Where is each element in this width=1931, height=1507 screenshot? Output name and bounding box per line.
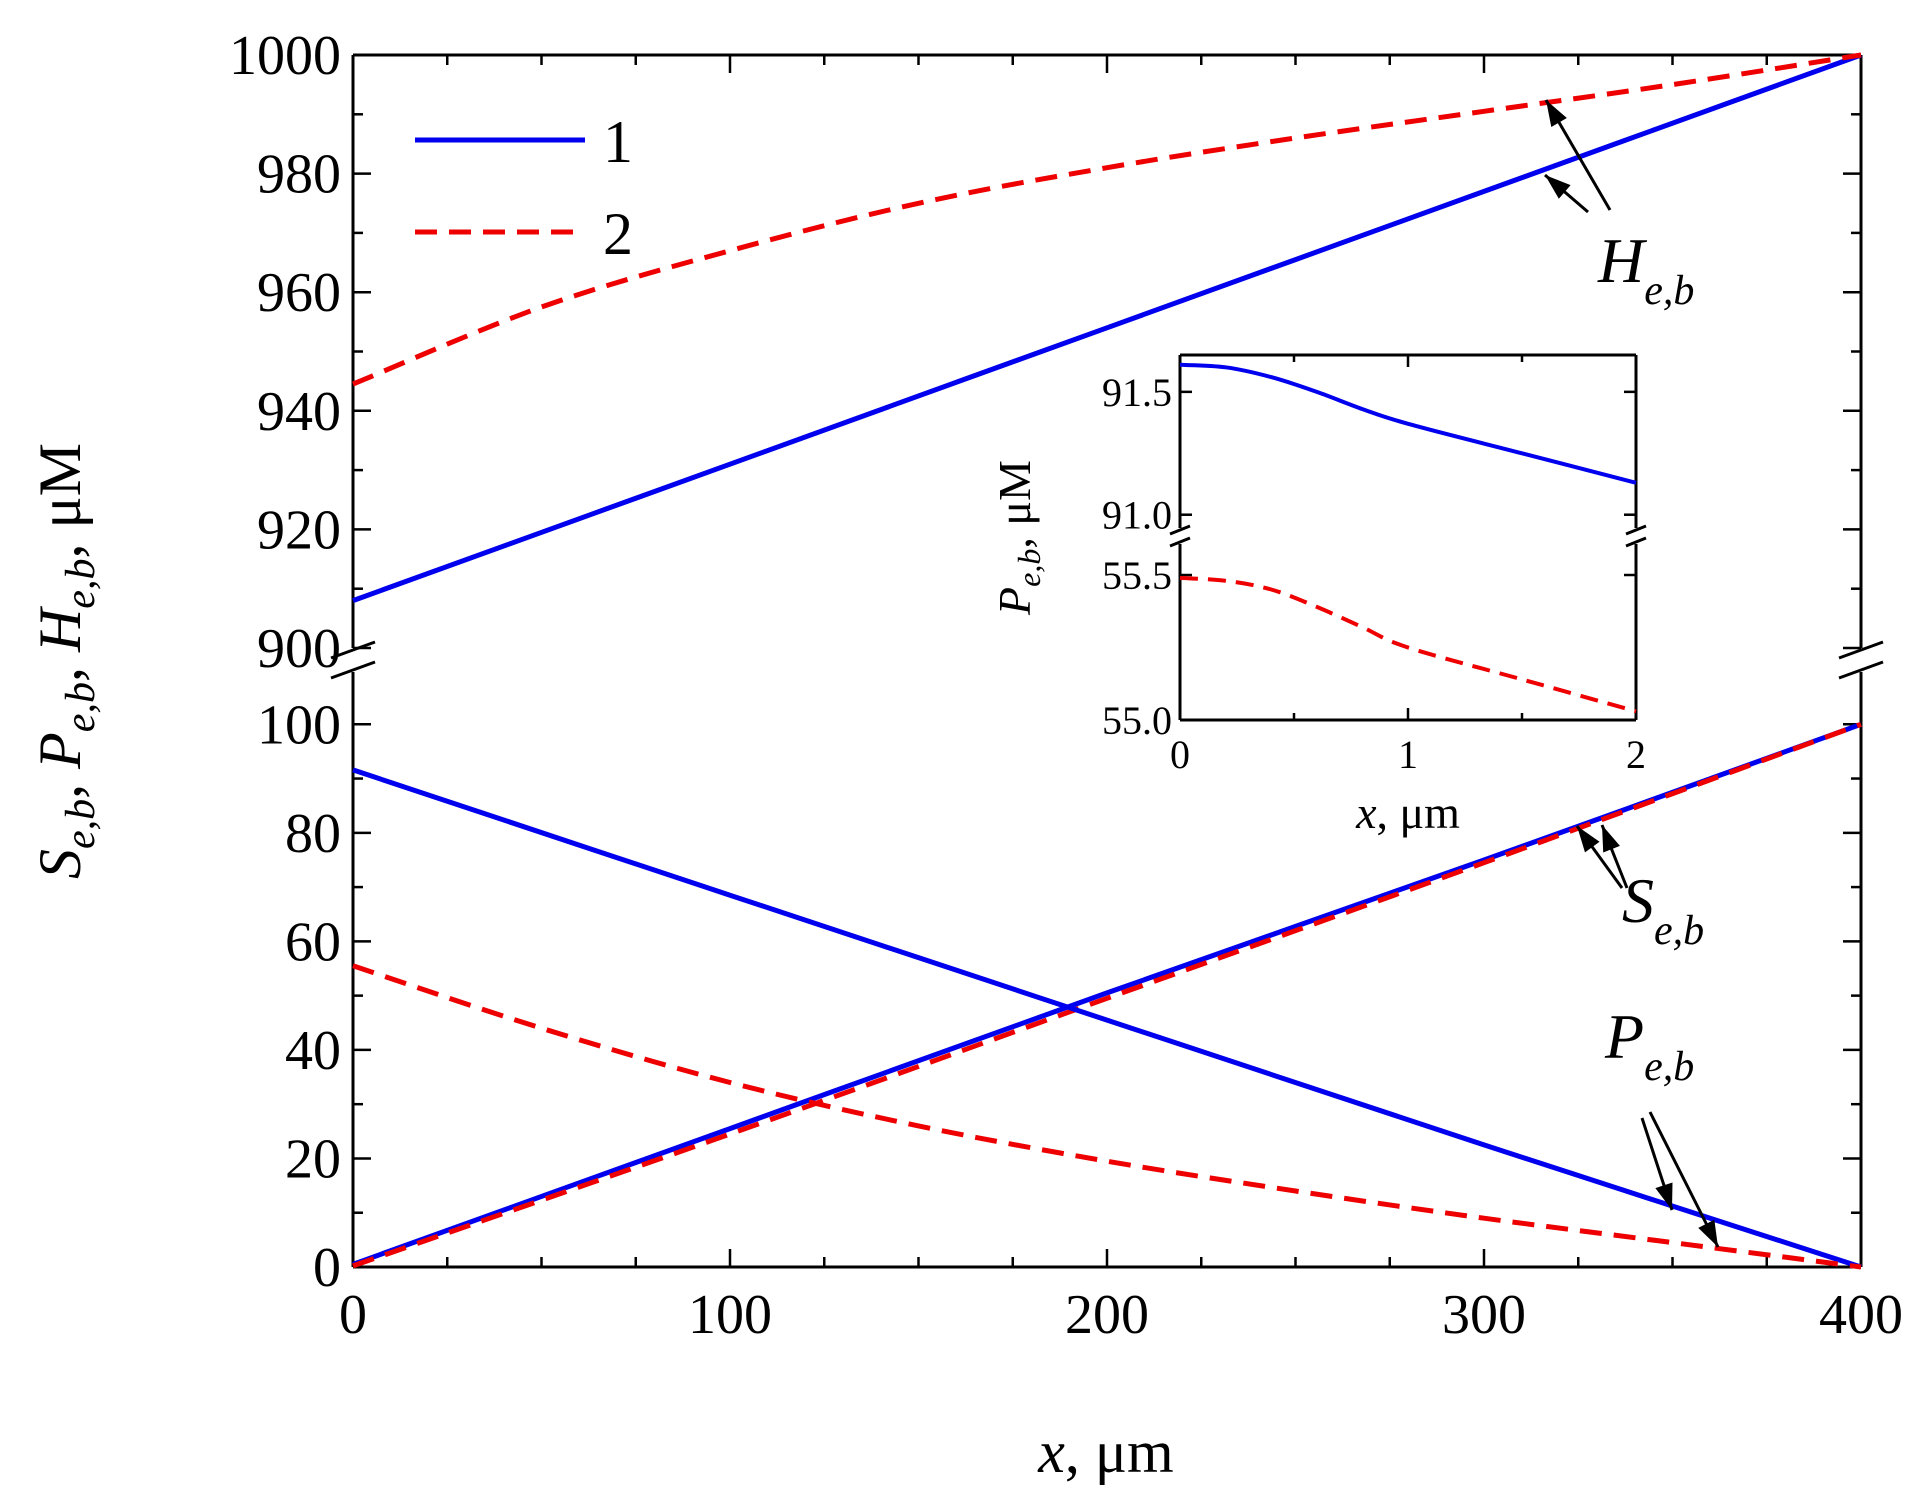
y-tick-label-lower: 0: [313, 1237, 341, 1299]
arrow-H-solid-head: [1545, 175, 1571, 199]
legend-label: 2: [603, 201, 633, 267]
x-axis-title: x, μm: [1037, 1419, 1173, 1485]
legend: 12: [415, 109, 633, 267]
y-tick-label-upper: 980: [257, 144, 341, 206]
inset-x-axis-title-var: x: [1355, 787, 1377, 838]
inset-y-tick-label-lower: 55.0: [1102, 698, 1172, 743]
y-tick-label-lower: 100: [257, 694, 341, 756]
annotation-S-sub: e,b: [1654, 908, 1704, 954]
inset-series-2-line: [1179, 575, 1637, 714]
inset-break-mark: [1625, 536, 1647, 548]
series-P-1-line: [352, 767, 1862, 1270]
annotation-H-main: H: [1597, 225, 1648, 296]
axis-break-mark: [330, 640, 376, 660]
annotation-S-main: S: [1622, 865, 1654, 936]
inset-y-tick-label-upper: 91.0: [1102, 493, 1172, 538]
y-axis-title-part: ,: [27, 769, 93, 799]
x-tick-label: 100: [688, 1284, 772, 1346]
y-axis-title-part: H: [27, 605, 93, 653]
y-tick-label-upper: 960: [257, 262, 341, 324]
annotation-S: Se,b: [1622, 865, 1704, 954]
inset-break-mark: [1169, 536, 1191, 548]
axis-break-mark: [1838, 660, 1884, 680]
inset-background: [1180, 355, 1636, 720]
y-axis-title-part: P: [27, 732, 93, 770]
axis-break-mark: [330, 660, 376, 680]
annotation-P-sub: e,b: [1644, 1044, 1694, 1090]
y-axis-title-part: S: [27, 849, 93, 879]
arrow-H-dashed-head: [1546, 100, 1567, 127]
y-axis-title: Se,b, Pe,b, He,b, μM: [27, 443, 104, 879]
annotation-P-main: P: [1604, 1001, 1644, 1072]
inset-y-axis-title-var: P: [989, 587, 1040, 616]
y-tick-label-lower: 20: [285, 1128, 341, 1190]
inset-x-tick-label: 1: [1398, 732, 1418, 777]
y-tick-label-lower: 80: [285, 803, 341, 865]
x-axis-title-var: x: [1037, 1419, 1065, 1485]
y-axis-title-part: ,: [27, 652, 93, 682]
inset-y-tick-label-lower: 55.5: [1102, 553, 1172, 598]
inset-series-1-line: [1179, 362, 1637, 485]
legend-label: 1: [603, 109, 633, 175]
arrow-S-2-head: [1602, 825, 1620, 853]
x-tick-label: 200: [1065, 1284, 1149, 1346]
series-H-1-line: [352, 52, 1862, 603]
inset-x-tick-label: 2: [1626, 732, 1646, 777]
inset-plot: 0 1 2 91.0 91.5 55.0 55.5 x, μm Pe,b, μM: [989, 353, 1647, 838]
y-tick-label-upper: 1000: [229, 25, 341, 87]
inset-y-axis-title-unit: , μM: [989, 460, 1040, 549]
x-tick-label: 300: [1442, 1284, 1526, 1346]
inset-y-axis-title: Pe,b, μM: [989, 460, 1047, 616]
series-P-2-line: [352, 963, 1862, 1270]
main-plot: 0 100 200 300 400900920940960980100002040608…: [27, 25, 1903, 1485]
y-axis-title-part: , μM: [27, 443, 93, 559]
axis-break-mark: [1838, 640, 1884, 660]
x-axis-title-unit: , μm: [1065, 1419, 1174, 1485]
inset-x-axis-title: x, μm: [1355, 787, 1460, 838]
inset-y-tick-label-upper: 91.5: [1102, 370, 1172, 415]
y-axis-title-part: e,b: [58, 559, 104, 609]
y-tick-label-upper: 940: [257, 381, 341, 443]
annotation-H: He,b: [1597, 225, 1694, 314]
y-tick-label-upper: 920: [257, 499, 341, 561]
inset-break-mark: [1625, 524, 1647, 536]
inset-x-axis-title-unit: , μm: [1376, 787, 1460, 838]
x-tick-label: 0: [339, 1284, 367, 1346]
annotation-P: Pe,b: [1604, 1001, 1694, 1090]
y-tick-label-lower: 40: [285, 1020, 341, 1082]
y-axis-title-part: e,b: [58, 682, 104, 732]
y-tick-label-upper: 900: [257, 618, 341, 680]
inset-break-mark: [1169, 524, 1191, 536]
y-axis-title-part: e,b: [58, 799, 104, 849]
series-H-2-line: [352, 52, 1862, 387]
arrow-P-1-head: [1655, 1182, 1673, 1210]
y-tick-label-lower: 60: [285, 911, 341, 973]
arrow-P-2-head: [1698, 1219, 1718, 1247]
annotation-H-sub: e,b: [1644, 268, 1694, 314]
series-S-2-line: [352, 721, 1862, 1269]
arrow-S-1-head: [1577, 826, 1600, 853]
inset-x-tick-label: 0: [1170, 732, 1190, 777]
inset-y-axis-title-sub: e,b: [1011, 549, 1047, 587]
x-tick-label: 400: [1819, 1284, 1903, 1346]
